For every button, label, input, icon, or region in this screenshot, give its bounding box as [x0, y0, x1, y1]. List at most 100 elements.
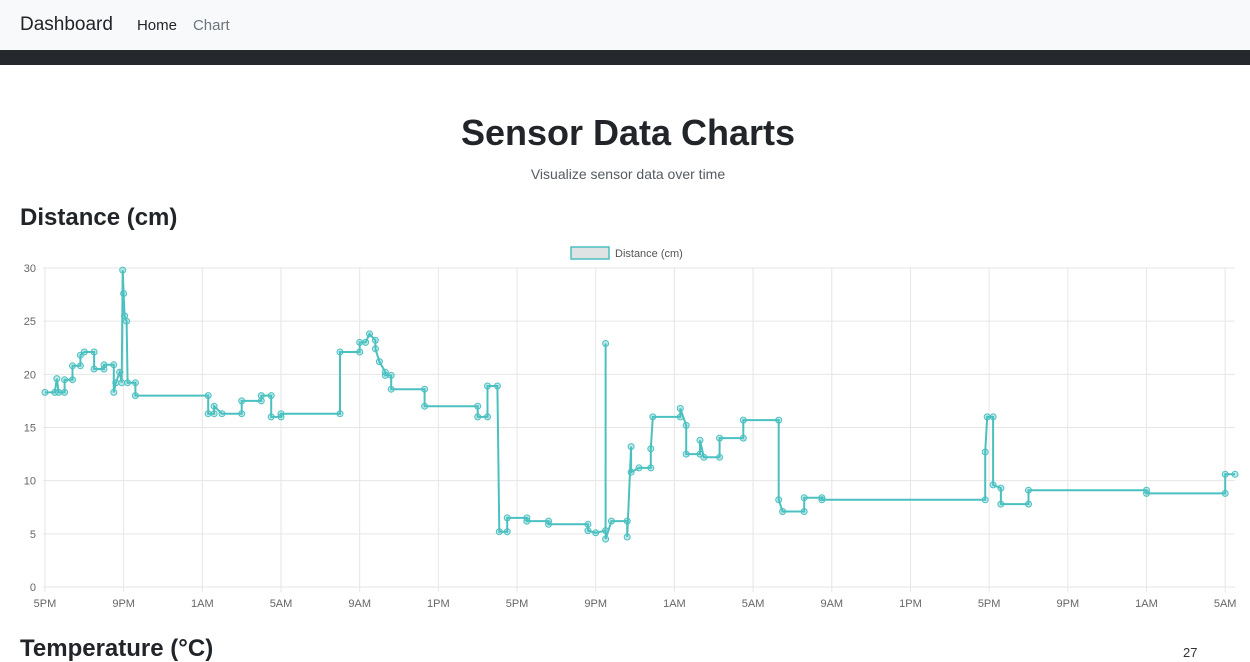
section-title-temperature: Temperature (°C) — [20, 635, 214, 662]
data-point — [989, 413, 997, 421]
data-point — [1025, 486, 1032, 494]
x-tick-label: 1AM — [663, 598, 686, 610]
data-point — [238, 397, 246, 405]
data-point — [336, 410, 344, 418]
data-point — [700, 453, 708, 461]
y-tick-label: 0 — [30, 582, 36, 594]
chart-points — [41, 266, 1239, 543]
page-number: 27 — [1183, 645, 1198, 660]
data-point — [387, 385, 395, 393]
data-point — [474, 413, 482, 421]
data-point — [682, 421, 690, 429]
data-point — [647, 464, 655, 472]
data-point — [61, 376, 69, 384]
y-tick-label: 15 — [24, 423, 36, 435]
data-point — [503, 514, 511, 522]
chart-legend[interactable]: Distance (cm) — [570, 246, 683, 260]
data-point — [53, 375, 61, 383]
data-point — [356, 348, 364, 356]
x-tick-label: 5PM — [34, 598, 57, 610]
data-point — [602, 527, 610, 535]
data-point — [69, 376, 76, 384]
data-point — [1143, 489, 1150, 497]
data-point — [484, 413, 491, 421]
data-point — [120, 290, 128, 297]
data-point — [336, 348, 344, 356]
data-point — [110, 361, 118, 369]
data-point — [649, 413, 657, 421]
data-point — [375, 358, 383, 366]
data-point — [997, 484, 1005, 492]
data-point — [584, 527, 592, 535]
data-point — [627, 468, 635, 476]
data-point — [387, 371, 395, 379]
page-subtitle: Visualize sensor data over time — [530, 166, 726, 182]
data-point — [131, 392, 139, 400]
data-point — [371, 336, 379, 344]
data-point — [421, 402, 429, 410]
nav-link-chart[interactable]: Chart — [192, 16, 230, 34]
x-tick-label: 5AM — [742, 598, 765, 610]
data-point — [739, 434, 747, 442]
nav-link-home[interactable]: Home — [136, 16, 177, 34]
data-point — [421, 385, 429, 393]
data-point — [1231, 470, 1239, 478]
data-point — [61, 388, 69, 396]
x-tick-label: 1PM — [427, 598, 450, 610]
data-point — [627, 443, 635, 451]
data-point — [257, 397, 265, 405]
data-point — [495, 528, 503, 536]
y-tick-label: 25 — [24, 316, 36, 328]
data-point — [623, 533, 631, 541]
data-point — [800, 494, 808, 502]
data-point — [1221, 489, 1229, 497]
page-title: Sensor Data Charts — [460, 112, 796, 153]
navbar-brand[interactable]: Dashboard — [20, 14, 113, 35]
data-point — [210, 402, 218, 410]
x-tick-label: 5AM — [1214, 598, 1237, 610]
y-tick-label: 5 — [30, 529, 36, 541]
data-point — [584, 520, 592, 528]
data-point — [204, 392, 212, 400]
x-tick-label: 1AM — [191, 598, 214, 610]
data-point — [257, 392, 265, 400]
data-point — [131, 379, 139, 387]
data-point — [716, 453, 724, 461]
x-tick-label: 9PM — [584, 598, 607, 610]
data-point — [623, 517, 631, 525]
data-point — [779, 508, 787, 515]
data-point — [474, 402, 482, 410]
data-point — [775, 416, 783, 424]
x-tick-label: 5AM — [270, 598, 293, 610]
data-point — [116, 368, 124, 376]
data-point — [381, 371, 389, 379]
data-point — [112, 379, 120, 387]
x-tick-label: 9AM — [820, 598, 843, 610]
data-point — [997, 500, 1005, 508]
data-point — [366, 330, 373, 338]
data-point — [602, 340, 610, 347]
data-point — [484, 382, 491, 390]
y-tick-label: 30 — [24, 263, 36, 275]
data-point — [647, 445, 655, 453]
data-point — [523, 517, 531, 525]
data-point — [267, 413, 275, 421]
data-point — [76, 362, 84, 370]
data-point — [119, 266, 127, 274]
data-point — [80, 348, 88, 356]
data-point — [716, 434, 724, 442]
x-tick-label: 9PM — [1056, 598, 1079, 610]
data-point — [818, 494, 826, 502]
data-point — [90, 348, 98, 356]
data-point — [356, 338, 364, 346]
data-point — [210, 410, 218, 418]
data-point — [204, 410, 212, 418]
data-point — [602, 535, 610, 543]
x-tick-label: 9AM — [348, 598, 371, 610]
x-tick-label: 5PM — [506, 598, 529, 610]
data-point — [55, 388, 63, 396]
data-point — [981, 448, 989, 456]
x-tick-label: 1AM — [1135, 598, 1158, 610]
data-point — [1025, 500, 1032, 508]
data-point — [493, 382, 501, 390]
